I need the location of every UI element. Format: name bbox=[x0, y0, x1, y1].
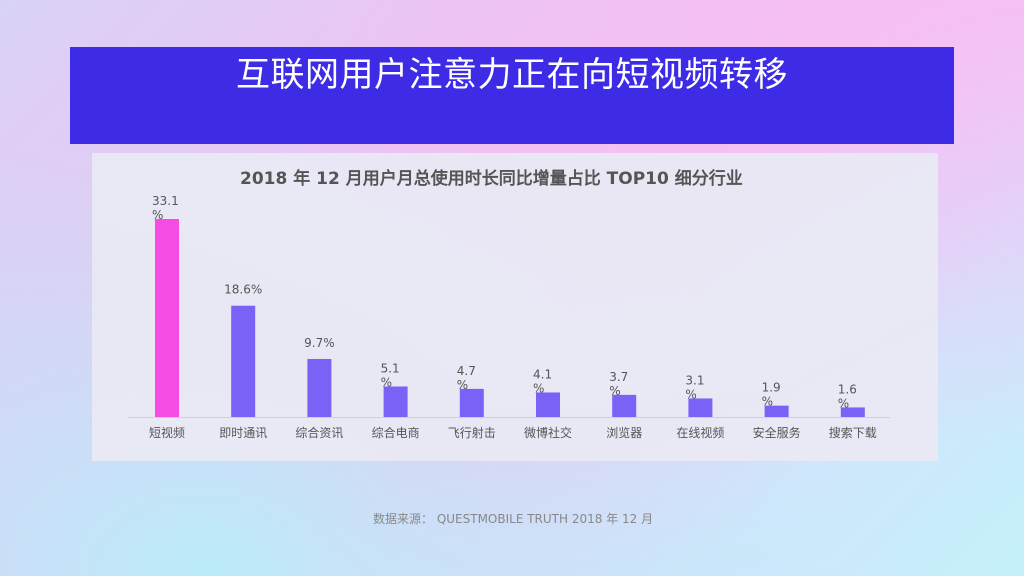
data-label-3: 5.1% bbox=[381, 361, 400, 389]
bar-6 bbox=[612, 394, 637, 417]
bar-1 bbox=[231, 305, 256, 417]
category-label-4: 飞行射击 bbox=[448, 425, 496, 440]
bar-5 bbox=[536, 392, 560, 417]
data-label-6: 3.7% bbox=[609, 370, 628, 398]
bar-0 bbox=[155, 219, 179, 417]
category-label-1: 即时通讯 bbox=[219, 426, 267, 440]
page-title: 互联网用户注意力正在向短视频转移 bbox=[236, 55, 788, 95]
data-label-1: 18.6% bbox=[224, 283, 262, 297]
category-label-0: 短视频 bbox=[149, 425, 185, 440]
bar-8 bbox=[764, 405, 789, 417]
bar-3 bbox=[383, 386, 408, 417]
bar-4 bbox=[459, 388, 484, 417]
data-label-5: 4.1% bbox=[533, 367, 552, 395]
bar-2 bbox=[307, 358, 332, 417]
bar-7 bbox=[688, 398, 713, 417]
category-label-3: 综合电商 bbox=[372, 425, 420, 440]
data-label-9: 1.6% bbox=[838, 382, 857, 410]
category-label-9: 搜索下载 bbox=[829, 425, 877, 440]
category-label-2: 综合资讯 bbox=[295, 425, 343, 440]
data-label-7: 3.1% bbox=[685, 373, 704, 401]
data-label-2: 9.7% bbox=[304, 336, 335, 350]
category-label-5: 微博社交 bbox=[524, 425, 572, 440]
category-label-6: 浏览器 bbox=[606, 425, 642, 440]
data-label-8: 1.9% bbox=[762, 381, 781, 409]
category-label-7: 在线视频 bbox=[676, 425, 724, 440]
category-label-8: 安全服务 bbox=[753, 425, 801, 440]
bar-9 bbox=[840, 407, 865, 417]
data-label-4: 4.7% bbox=[457, 364, 476, 392]
title-banner: 互联网用户注意力正在向短视频转移 bbox=[70, 47, 954, 144]
data-label-0: 33.1% bbox=[152, 194, 179, 222]
chart-title: 2018 年 12 月用户月总使用时长同比增量占比 TOP10 细分行业 bbox=[240, 169, 743, 189]
source-note: 数据来源： QUESTMOBILE TRUTH 2018 年 12 月 bbox=[373, 512, 654, 526]
